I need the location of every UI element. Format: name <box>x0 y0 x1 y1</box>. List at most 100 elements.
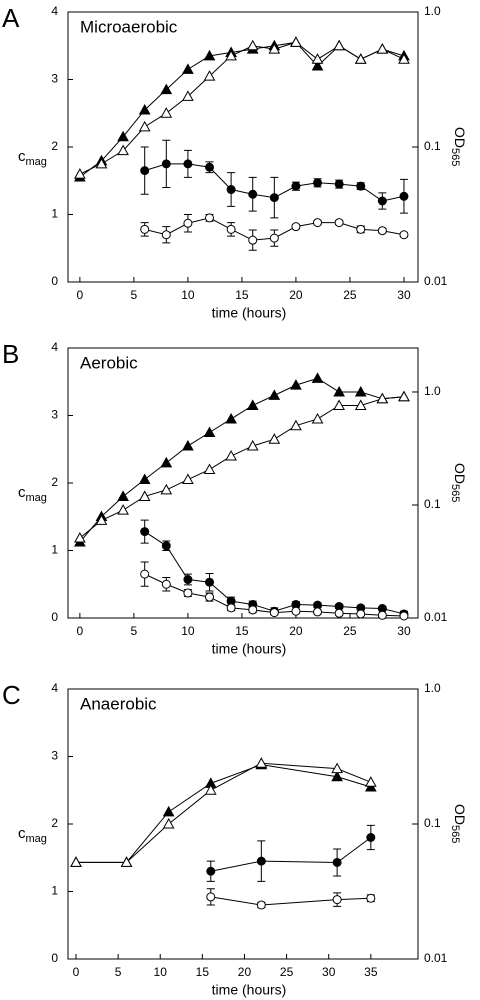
circle-marker <box>291 181 301 191</box>
x-tick-label: 10 <box>154 965 168 979</box>
circle-marker <box>183 159 193 169</box>
circle-marker <box>140 166 150 176</box>
triangle-marker <box>162 817 175 829</box>
triangle-marker <box>311 53 324 64</box>
x-tick-label: 20 <box>238 965 252 979</box>
y2-axis-label: OD565 <box>449 127 468 166</box>
y-axis-label-sub: mag <box>26 492 47 504</box>
triangle-marker <box>160 83 173 95</box>
circle-marker <box>291 606 301 616</box>
x-tick-label: 10 <box>181 288 195 302</box>
y2-axis-label: OD565 <box>449 804 468 843</box>
y2-axis-label-main: OD <box>452 127 468 148</box>
triangle-marker <box>354 53 367 64</box>
triangle-marker <box>160 456 173 468</box>
y-tick-label: 1 <box>51 207 58 221</box>
circle-marker <box>226 603 236 613</box>
triangle-marker <box>246 399 259 410</box>
y-axis-label-main: c <box>18 484 26 501</box>
triangle-marker <box>311 59 324 71</box>
y2-axis-label-sub: 565 <box>449 825 461 843</box>
x-axis-label: time (hours) <box>212 982 287 998</box>
x-tick-label: 30 <box>397 288 411 302</box>
x-tick-label: 20 <box>289 288 303 302</box>
y-axis-label-sub: mag <box>26 156 47 168</box>
triangle-marker <box>70 856 82 867</box>
circle-marker <box>161 159 171 169</box>
x-tick-label: 5 <box>131 624 138 638</box>
x-axis-label: time (hours) <box>212 641 287 657</box>
circle-marker <box>183 218 193 228</box>
y2-tick-label: 0.1 <box>424 497 441 511</box>
plot-frame <box>67 11 419 283</box>
triangle-marker <box>290 379 302 390</box>
y-tick-label: 2 <box>51 475 58 489</box>
triangle-marker <box>311 412 324 424</box>
y2-tick-label: 1.0 <box>424 4 441 18</box>
triangle-marker <box>364 776 377 787</box>
series-line <box>79 377 405 543</box>
y-tick-label: 4 <box>51 4 58 18</box>
circle-marker <box>377 226 387 236</box>
circle-marker <box>334 608 344 618</box>
circle-marker <box>332 857 342 867</box>
circle-marker <box>140 527 150 537</box>
y-tick-label: 0 <box>51 274 58 288</box>
y2-tick-label: 0.01 <box>424 274 448 288</box>
y-tick-label: 3 <box>51 72 58 86</box>
triangle-marker <box>203 70 216 81</box>
circle-marker <box>183 575 193 585</box>
circle-marker <box>161 579 171 589</box>
y2-tick-label: 0.1 <box>424 139 441 153</box>
circle-marker <box>334 218 344 228</box>
triangle-marker <box>398 390 410 402</box>
circle-marker <box>161 541 171 551</box>
y2-axis-label-main: OD <box>452 463 468 484</box>
circle-marker <box>205 162 215 172</box>
series-line <box>79 41 405 175</box>
y-axis-label: cmag <box>18 484 47 504</box>
triangle-marker <box>203 426 216 437</box>
triangle-marker <box>203 49 216 61</box>
panel-letter: C <box>2 680 21 710</box>
circle-marker <box>205 577 215 587</box>
triangle-marker <box>117 144 129 156</box>
circle-marker <box>291 222 301 232</box>
triangle-marker <box>204 784 217 795</box>
triangle-marker <box>255 757 268 768</box>
circle-marker <box>313 178 323 188</box>
x-tick-label: 25 <box>343 624 357 638</box>
circle-marker <box>399 611 409 621</box>
circle-marker <box>366 893 376 903</box>
series-line <box>210 896 371 906</box>
circle-marker <box>248 235 258 245</box>
triangle-marker <box>117 130 129 142</box>
circle-marker <box>356 181 366 191</box>
circle-marker <box>377 610 387 620</box>
y2-tick-label: 1.0 <box>424 384 441 398</box>
y-tick-label: 3 <box>51 408 58 422</box>
y-tick-label: 3 <box>51 749 58 763</box>
plot-frame <box>67 347 419 619</box>
triangle-marker <box>182 63 194 74</box>
y-tick-label: 0 <box>51 610 58 624</box>
circle-marker <box>183 588 193 598</box>
triangle-marker <box>138 473 151 485</box>
triangle-marker <box>331 762 343 774</box>
series-line <box>79 396 405 539</box>
y-axis-label-sub: mag <box>26 833 47 845</box>
circle-marker <box>248 605 258 615</box>
circle-marker <box>140 569 150 579</box>
triangle-marker <box>398 53 410 64</box>
circle-marker <box>334 179 344 189</box>
circle-marker <box>256 900 266 910</box>
circle-marker <box>399 230 409 240</box>
triangle-marker <box>268 389 281 400</box>
triangle-marker <box>162 805 175 817</box>
circle-marker <box>269 608 279 618</box>
circle-marker <box>161 230 171 240</box>
circle-marker <box>205 213 215 223</box>
y2-tick-label: 0.01 <box>424 610 448 624</box>
triangle-marker <box>117 504 129 515</box>
